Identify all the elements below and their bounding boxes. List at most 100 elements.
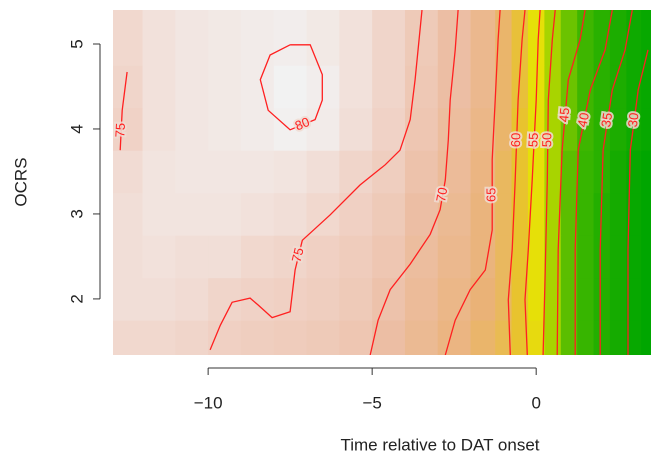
heat-cell — [240, 235, 275, 279]
heat-cell — [208, 150, 242, 194]
contour-label: 75 — [112, 123, 128, 138]
heat-cell — [113, 320, 144, 355]
contour-line — [259, 44, 323, 131]
heat-cell — [470, 65, 496, 109]
heat-cell — [609, 10, 627, 66]
heat-cell — [175, 107, 209, 151]
heat-cell — [577, 192, 595, 236]
heat-cell — [609, 192, 627, 236]
heat-cell — [609, 320, 627, 355]
heat-cell — [306, 235, 340, 279]
heat-cell — [404, 277, 439, 321]
contour-line — [542, 10, 556, 355]
heat-cell — [306, 192, 340, 236]
heat-cell — [404, 107, 439, 151]
contour-label: 50 — [539, 133, 554, 148]
heat-cell — [175, 65, 209, 109]
heat-cell — [208, 277, 242, 321]
heat-cell — [470, 320, 496, 355]
heat-cell — [560, 65, 578, 109]
heat-cell — [142, 277, 176, 321]
heat-cell — [142, 320, 176, 355]
heat-cell — [577, 277, 595, 321]
heat-cell — [208, 192, 242, 236]
heat-cell — [273, 277, 308, 321]
heat-cell — [626, 107, 642, 151]
heat-cell — [577, 107, 595, 151]
heat-cell — [306, 10, 340, 66]
contour-line — [507, 10, 526, 355]
heat-cell — [273, 192, 308, 236]
heat-cell — [113, 277, 144, 321]
heat-cell — [437, 320, 472, 355]
heat-cell — [527, 150, 545, 194]
heat-cell — [240, 10, 275, 66]
heat-cell — [372, 150, 406, 194]
heat-cell — [339, 150, 373, 194]
heat-cell — [240, 192, 275, 236]
heat-cell — [142, 150, 176, 194]
heat-cell — [593, 65, 611, 109]
heat-cell — [577, 65, 595, 109]
heat-cell — [641, 235, 651, 279]
heat-cell — [527, 277, 545, 321]
heat-cell — [495, 320, 513, 355]
heat-cell — [577, 320, 595, 355]
contour-label: 30 — [625, 112, 642, 128]
heat-cell — [544, 65, 562, 109]
heat-cell — [626, 320, 642, 355]
heat-cell — [437, 150, 472, 194]
heat-cell — [560, 150, 578, 194]
heat-cell — [372, 65, 406, 109]
heat-cell — [339, 10, 373, 66]
heat-cell — [511, 150, 529, 194]
contour-label: 55 — [525, 132, 541, 147]
heat-cell — [544, 150, 562, 194]
heat-cell — [527, 10, 545, 66]
heat-cell — [404, 320, 439, 355]
heat-cell — [544, 192, 562, 236]
heat-cell — [626, 235, 642, 279]
heat-cell — [240, 150, 275, 194]
heat-cell — [372, 192, 406, 236]
heat-cell — [175, 235, 209, 279]
heat-cell — [404, 65, 439, 109]
heat-cell — [175, 150, 209, 194]
heat-cell — [437, 65, 472, 109]
heat-cell — [437, 107, 472, 151]
y-tick-label: 5 — [67, 39, 86, 48]
heat-cell — [641, 65, 651, 109]
heat-cell — [511, 235, 529, 279]
contour-line — [574, 10, 613, 355]
y-tick-label: 4 — [67, 124, 86, 133]
heat-cell — [208, 320, 242, 355]
heat-cell — [273, 150, 308, 194]
y-axis-title: OCRS — [11, 157, 30, 206]
heat-cell — [511, 10, 529, 66]
heat-cell — [339, 65, 373, 109]
contour-label: 35 — [598, 112, 615, 129]
heat-cell — [372, 107, 406, 151]
heat-cell — [511, 192, 529, 236]
heat-cell — [609, 107, 627, 151]
heat-cell — [527, 320, 545, 355]
heat-cell — [404, 150, 439, 194]
heat-cell — [495, 277, 513, 321]
heat-cell — [404, 235, 439, 279]
heat-cell — [511, 65, 529, 109]
heat-cell — [577, 10, 595, 66]
heat-cell — [372, 277, 406, 321]
heat-cell — [577, 150, 595, 194]
heat-cell — [609, 277, 627, 321]
heat-cell — [142, 192, 176, 236]
heat-cell — [593, 277, 611, 321]
heat-cell — [560, 277, 578, 321]
x-tick-label: −5 — [362, 393, 381, 412]
heat-cell — [593, 235, 611, 279]
heat-cell — [175, 10, 209, 66]
contour-line — [556, 10, 586, 355]
heat-cell — [240, 320, 275, 355]
heat-cell — [470, 277, 496, 321]
heat-cell — [511, 320, 529, 355]
